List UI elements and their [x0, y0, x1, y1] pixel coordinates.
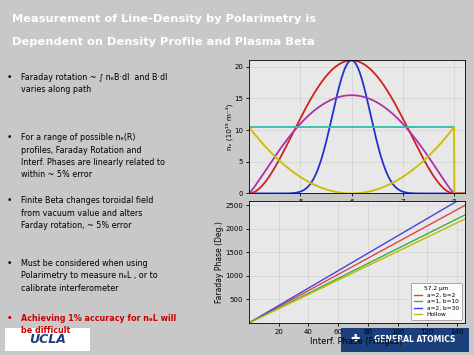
Hollow	[374, 259, 380, 263]
a=2, b=30	[246, 321, 252, 325]
FancyBboxPatch shape	[341, 328, 469, 352]
Legend: a=2, b=2, a=1, b=10, a=2, b=30, Hollow: a=2, b=2, a=1, b=10, a=2, b=30, Hollow	[411, 283, 462, 320]
Text: ✚: ✚	[351, 334, 360, 344]
a=1, b=10	[462, 213, 467, 217]
Text: For a range of possible nₑ(R)
profiles, Faraday Rotation and
Interf. Phases are : For a range of possible nₑ(R) profiles, …	[21, 133, 165, 179]
Text: Must be considered when using
Polarimetry to measure nₑL , or to
calibrate inter: Must be considered when using Polarimetr…	[21, 259, 158, 293]
Text: Faraday rotation ~ ∫ nₑB·dl  and B·dl
varies along path: Faraday rotation ~ ∫ nₑB·dl and B·dl var…	[21, 73, 168, 94]
Text: •: •	[7, 133, 12, 142]
FancyBboxPatch shape	[5, 328, 90, 351]
Line: Hollow: Hollow	[249, 219, 465, 323]
a=2, b=2	[374, 251, 380, 255]
Text: Finite Beta changes toroidal field
from vacuum value and alters
Farday rotation,: Finite Beta changes toroidal field from …	[21, 196, 154, 230]
Hollow	[374, 260, 379, 264]
Y-axis label: nₑ (10¹⁹ m⁻³): nₑ (10¹⁹ m⁻³)	[226, 104, 233, 150]
Text: •: •	[7, 259, 12, 268]
Text: Dependent on Density Profile and Plasma Beta: Dependent on Density Profile and Plasma …	[12, 37, 315, 47]
a=1, b=10	[378, 255, 383, 259]
Text: •: •	[7, 314, 13, 323]
a=2, b=2	[462, 203, 467, 208]
Hollow	[378, 257, 383, 262]
a=2, b=2	[246, 321, 252, 325]
a=2, b=30	[462, 195, 467, 199]
a=2, b=2	[247, 321, 253, 325]
Line: a=2, b=2: a=2, b=2	[249, 206, 465, 323]
a=2, b=30	[441, 206, 447, 211]
X-axis label: R (m): R (m)	[345, 208, 368, 217]
a=2, b=2	[441, 214, 447, 219]
a=1, b=10	[374, 257, 380, 261]
Text: •: •	[7, 196, 12, 205]
Line: a=2, b=30: a=2, b=30	[249, 197, 465, 323]
a=2, b=30	[374, 246, 380, 250]
Text: •: •	[7, 73, 12, 82]
a=1, b=10	[247, 321, 253, 325]
a=2, b=2	[374, 251, 379, 256]
Text: Achieving 1% accuracy for nₑL will
be difficult: Achieving 1% accuracy for nₑL will be di…	[21, 314, 177, 335]
a=2, b=2	[378, 249, 383, 253]
a=2, b=30	[428, 214, 433, 219]
a=1, b=10	[374, 257, 379, 261]
a=2, b=2	[428, 222, 433, 226]
Text: UCLA: UCLA	[29, 333, 66, 346]
Line: a=1, b=10: a=1, b=10	[249, 215, 465, 323]
a=2, b=30	[247, 321, 253, 325]
Hollow	[441, 227, 447, 231]
X-axis label: Interf. Phase (Fringes): Interf. Phase (Fringes)	[310, 337, 403, 346]
Hollow	[428, 234, 433, 238]
Y-axis label: Faraday Phase (Deg.): Faraday Phase (Deg.)	[215, 221, 224, 303]
a=1, b=10	[246, 321, 252, 325]
Hollow	[246, 321, 252, 325]
a=1, b=10	[428, 230, 433, 234]
Hollow	[462, 217, 467, 222]
a=1, b=10	[441, 223, 447, 227]
Text: Measurement of Line-Density by Polarimetry is: Measurement of Line-Density by Polarimet…	[12, 15, 316, 24]
a=2, b=30	[374, 246, 379, 250]
a=2, b=30	[378, 244, 383, 248]
Text: GENERAL ATOMICS: GENERAL ATOMICS	[374, 335, 456, 344]
Hollow	[247, 321, 253, 325]
